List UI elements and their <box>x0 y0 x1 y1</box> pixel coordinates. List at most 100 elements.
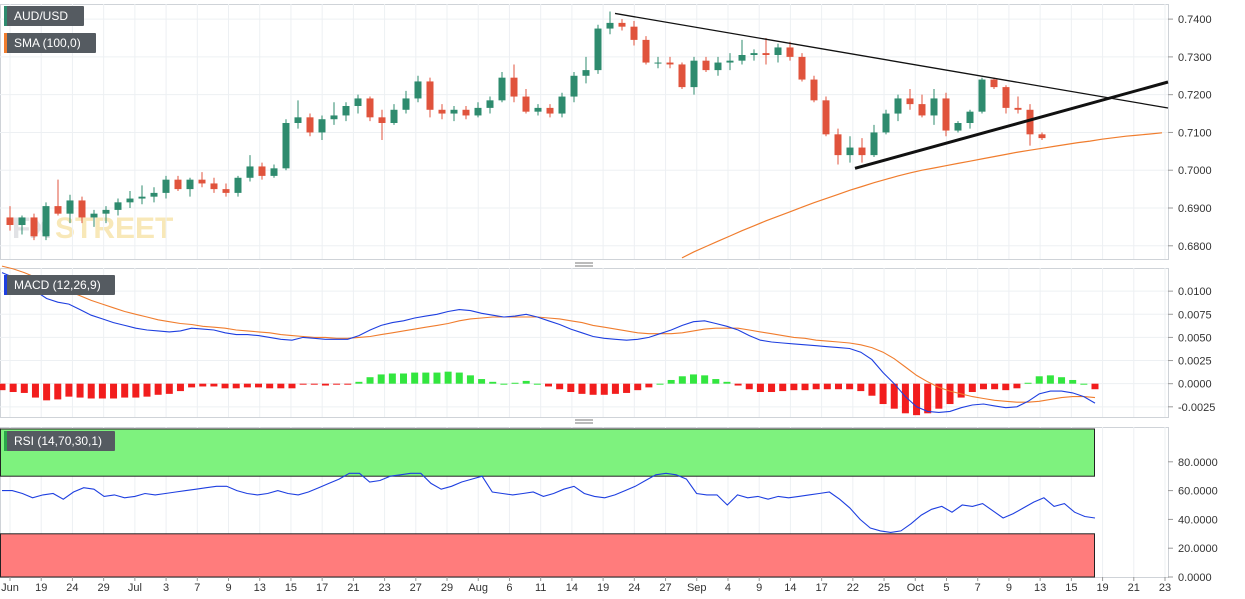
price-y-tick-label: 0.6800 <box>1178 241 1212 253</box>
macd-histogram-bar <box>522 380 530 384</box>
macd-histogram-bar <box>288 383 296 389</box>
candle-body <box>438 109 446 114</box>
candle-body <box>102 209 110 214</box>
legend-rsi-text: RSI (14,70,30,1) <box>14 434 102 448</box>
legend-sma-text: SMA (100,0) <box>14 36 81 50</box>
candle-body <box>390 109 398 123</box>
candle-body <box>978 79 986 112</box>
sma-line <box>681 132 1163 259</box>
candle-body <box>198 179 206 184</box>
legend-boxes: AUD/USD SMA (100,0) MACD (12,26,9) RSI (14,… <box>4 6 115 451</box>
candle-body <box>594 28 602 71</box>
candle-body <box>882 113 890 133</box>
rsi-y-tick-label: 0.0000 <box>1178 572 1212 584</box>
macd-y-tick-label: 0.0000 <box>1178 379 1212 391</box>
x-tick-label: 23 <box>378 582 390 594</box>
candle-body <box>282 123 290 169</box>
candle-body <box>18 217 26 225</box>
macd-histogram-bar <box>132 383 140 398</box>
macd-histogram-bar <box>1002 383 1010 391</box>
rsi-line <box>2 472 1096 533</box>
macd-histogram-bar <box>400 373 408 384</box>
legend-macd-bg <box>4 275 115 295</box>
candle-body <box>54 206 62 214</box>
macd-histogram-bar <box>957 383 965 398</box>
macd-histogram-bar <box>366 377 374 384</box>
x-tick-label: 13 <box>1034 582 1046 594</box>
macd-y-tick-label: 0.0075 <box>1178 309 1212 321</box>
macd-histogram-bar <box>678 376 686 384</box>
candle-body <box>630 26 638 40</box>
macd-histogram-bar <box>110 383 118 399</box>
macd-histogram-bar <box>745 383 753 390</box>
candle-body <box>786 47 794 57</box>
candle-body <box>954 123 962 131</box>
macd-histogram-bar <box>232 383 240 389</box>
panel-resize-handle[interactable] <box>573 262 595 268</box>
axis-labels: 0.6800 0.6900 0.7000 0.7100 0.7200 0.7300 0.74… <box>1168 14 1218 584</box>
macd-histogram-bar <box>812 383 820 390</box>
x-tick-label: 3 <box>163 582 169 594</box>
macd-histogram-bar <box>1091 383 1099 390</box>
candle-body <box>774 47 782 55</box>
macd-histogram-bar <box>176 383 184 392</box>
macd-histogram-bar <box>165 383 173 394</box>
candle-body <box>318 119 326 133</box>
rsi-y-tick-label: 80.0000 <box>1178 457 1218 469</box>
candle-body <box>498 77 506 101</box>
macd-histogram-bar <box>656 383 664 385</box>
rsi-y-tick-label: 60.0000 <box>1178 486 1218 498</box>
macd-histogram-bar <box>701 375 709 384</box>
macd-histogram-bar <box>946 383 954 405</box>
macd-histogram-bar <box>567 383 575 393</box>
candle-body <box>90 213 98 218</box>
price-y-tick-label: 0.6900 <box>1178 203 1212 215</box>
candle-body <box>78 200 86 218</box>
x-tick-label: 15 <box>1065 582 1077 594</box>
macd-histogram-bar <box>768 383 776 393</box>
candle-body <box>414 81 422 99</box>
candle-body <box>366 98 374 118</box>
candle-body <box>834 134 842 156</box>
rsi-y-tick-label: 20.0000 <box>1178 543 1218 555</box>
candle-body <box>270 168 278 176</box>
macd-histogram-bar <box>834 383 842 390</box>
legend-instrument-text: AUD/USD <box>14 9 68 23</box>
x-tick-label: Sep <box>687 582 707 594</box>
macd-histogram-bar <box>466 375 474 384</box>
candle-body <box>66 200 74 214</box>
candle-body <box>642 39 650 63</box>
price-y-tick-label: 0.7300 <box>1178 52 1212 64</box>
macd-histogram-bar <box>243 383 251 388</box>
candle-body <box>246 166 254 178</box>
x-tick-label: 14 <box>784 582 796 594</box>
macd-histogram-bar <box>868 383 876 396</box>
price-y-tick-label: 0.7200 <box>1178 90 1212 102</box>
candle-body <box>846 147 854 156</box>
macd-histogram-bar <box>43 383 51 401</box>
x-tick-label: 29 <box>98 582 110 594</box>
macd-histogram-bar <box>723 381 731 384</box>
candle-body <box>702 60 710 71</box>
candle-body <box>150 192 158 197</box>
macd-histogram-bar <box>478 379 486 384</box>
macd-histogram-bar <box>500 383 508 385</box>
macd-histogram-bar <box>857 383 865 392</box>
macd-histogram-bar <box>0 383 6 391</box>
macd-signal-line <box>1 265 1096 403</box>
x-tick-label: 24 <box>66 582 78 594</box>
macd-histogram-bar <box>377 374 385 384</box>
x-tick-label: 5 <box>943 582 949 594</box>
candle-body <box>666 62 674 65</box>
macd-histogram-bar <box>98 383 106 399</box>
macd-histogram-bar <box>54 383 62 400</box>
panel-resize-handle[interactable] <box>573 419 595 425</box>
macd-histogram-bar <box>299 383 307 385</box>
watermark-logo: FX STREET <box>12 212 173 245</box>
candle-body <box>1038 134 1046 139</box>
candle-body <box>474 107 482 116</box>
macd-histogram-bar <box>277 383 285 389</box>
macd-histogram-bar <box>533 383 541 385</box>
macd-histogram-bar <box>801 383 809 391</box>
